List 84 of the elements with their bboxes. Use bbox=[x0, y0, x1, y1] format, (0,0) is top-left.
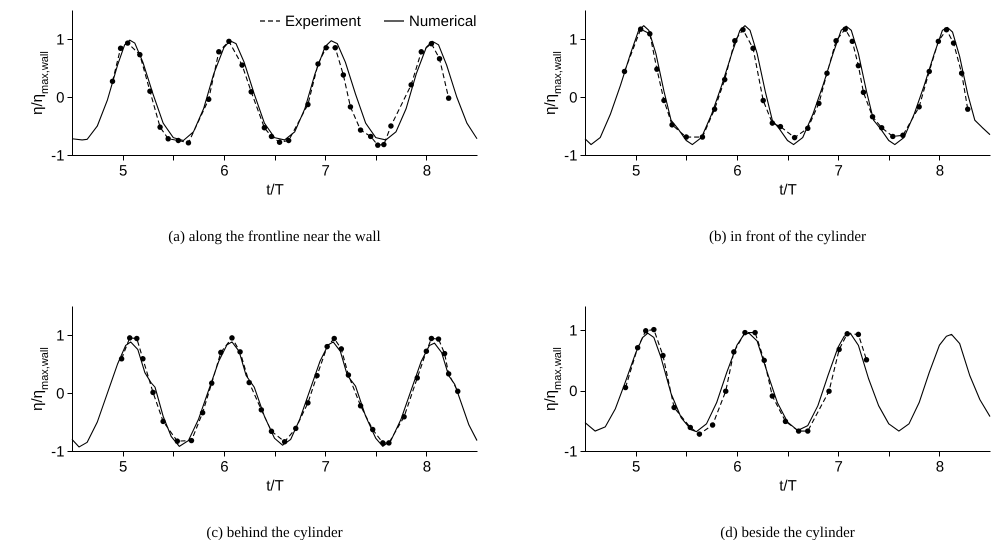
point bbox=[229, 335, 235, 341]
y-tick-label: 0 bbox=[56, 386, 64, 402]
x-tick-label: 5 bbox=[118, 162, 128, 180]
x-tick-label: 5 bbox=[118, 458, 128, 476]
y-tick-label: 1 bbox=[56, 32, 64, 48]
y-tick-label: 1 bbox=[56, 328, 64, 344]
point bbox=[332, 336, 337, 342]
x-tick-label: 7 bbox=[834, 458, 843, 476]
x-tick-label: 7 bbox=[321, 162, 330, 180]
point bbox=[805, 428, 810, 434]
x-tick-label: 8 bbox=[936, 458, 944, 476]
point bbox=[134, 336, 140, 342]
point bbox=[381, 142, 387, 148]
x-tick-label: 6 bbox=[733, 162, 742, 180]
point bbox=[388, 123, 394, 129]
y-tick-label: 0 bbox=[56, 90, 64, 106]
x-tick-label: 7 bbox=[321, 458, 330, 476]
point bbox=[286, 138, 292, 144]
x-tick-label: 5 bbox=[632, 162, 640, 180]
point bbox=[752, 330, 758, 336]
point bbox=[188, 438, 194, 444]
x-tick-label: 7 bbox=[834, 162, 843, 180]
point bbox=[418, 49, 424, 54]
point bbox=[856, 332, 862, 338]
point bbox=[428, 336, 434, 342]
point bbox=[118, 46, 124, 52]
point bbox=[696, 431, 702, 437]
point bbox=[442, 350, 448, 356]
point bbox=[760, 98, 766, 104]
point bbox=[186, 140, 192, 146]
point bbox=[348, 104, 354, 110]
point bbox=[358, 127, 364, 133]
point bbox=[165, 136, 171, 142]
y-tick-label: -1 bbox=[51, 444, 64, 460]
text: (d) beside the cylinder bbox=[720, 525, 855, 541]
x-tick-label: 5 bbox=[632, 458, 640, 476]
text: (b) in front of the cylinder bbox=[708, 229, 866, 245]
point bbox=[216, 49, 222, 54]
point bbox=[651, 326, 657, 332]
y-tick-label: 0 bbox=[569, 90, 578, 106]
point bbox=[826, 388, 832, 394]
text: (a) along the frontline near the wall bbox=[168, 229, 381, 245]
text: (c) behind the cylinder bbox=[206, 525, 343, 541]
point bbox=[710, 422, 716, 428]
point bbox=[890, 134, 896, 140]
point bbox=[864, 357, 870, 363]
point bbox=[436, 56, 442, 62]
point bbox=[150, 390, 156, 396]
x-axis-title: t/T bbox=[779, 478, 797, 494]
x-tick-label: 6 bbox=[220, 162, 229, 180]
point bbox=[126, 335, 132, 341]
x-tick-label: 8 bbox=[936, 162, 944, 180]
y-tick-label: 1 bbox=[569, 32, 578, 48]
point bbox=[860, 90, 866, 96]
x-tick-label: 8 bbox=[422, 458, 432, 476]
point bbox=[157, 124, 163, 130]
legend-label: Experiment bbox=[285, 13, 362, 30]
point bbox=[792, 134, 798, 140]
point bbox=[332, 44, 338, 50]
x-tick-label: 6 bbox=[733, 458, 742, 476]
legend-label: Numerical bbox=[409, 13, 477, 30]
point bbox=[856, 62, 862, 68]
x-tick-label: 6 bbox=[220, 458, 229, 476]
point bbox=[723, 388, 728, 394]
y-tick-label: -1 bbox=[51, 148, 64, 164]
point bbox=[643, 328, 648, 334]
point bbox=[375, 142, 381, 148]
x-axis-title: t/T bbox=[779, 182, 797, 198]
point bbox=[770, 393, 776, 399]
point bbox=[368, 134, 374, 140]
point bbox=[262, 125, 268, 130]
y-tick-label: 0 bbox=[569, 383, 578, 400]
point bbox=[239, 62, 245, 68]
point bbox=[276, 140, 282, 145]
point bbox=[436, 336, 442, 342]
y-tick-label: -1 bbox=[564, 444, 578, 460]
x-axis-title: t/T bbox=[266, 182, 284, 198]
point bbox=[446, 95, 452, 101]
y-tick-label: 1 bbox=[569, 322, 578, 340]
y-tick-label: -1 bbox=[564, 148, 578, 164]
point bbox=[964, 106, 970, 112]
point bbox=[340, 72, 346, 78]
x-axis-title: t/T bbox=[266, 478, 284, 494]
x-tick-label: 8 bbox=[422, 162, 432, 180]
